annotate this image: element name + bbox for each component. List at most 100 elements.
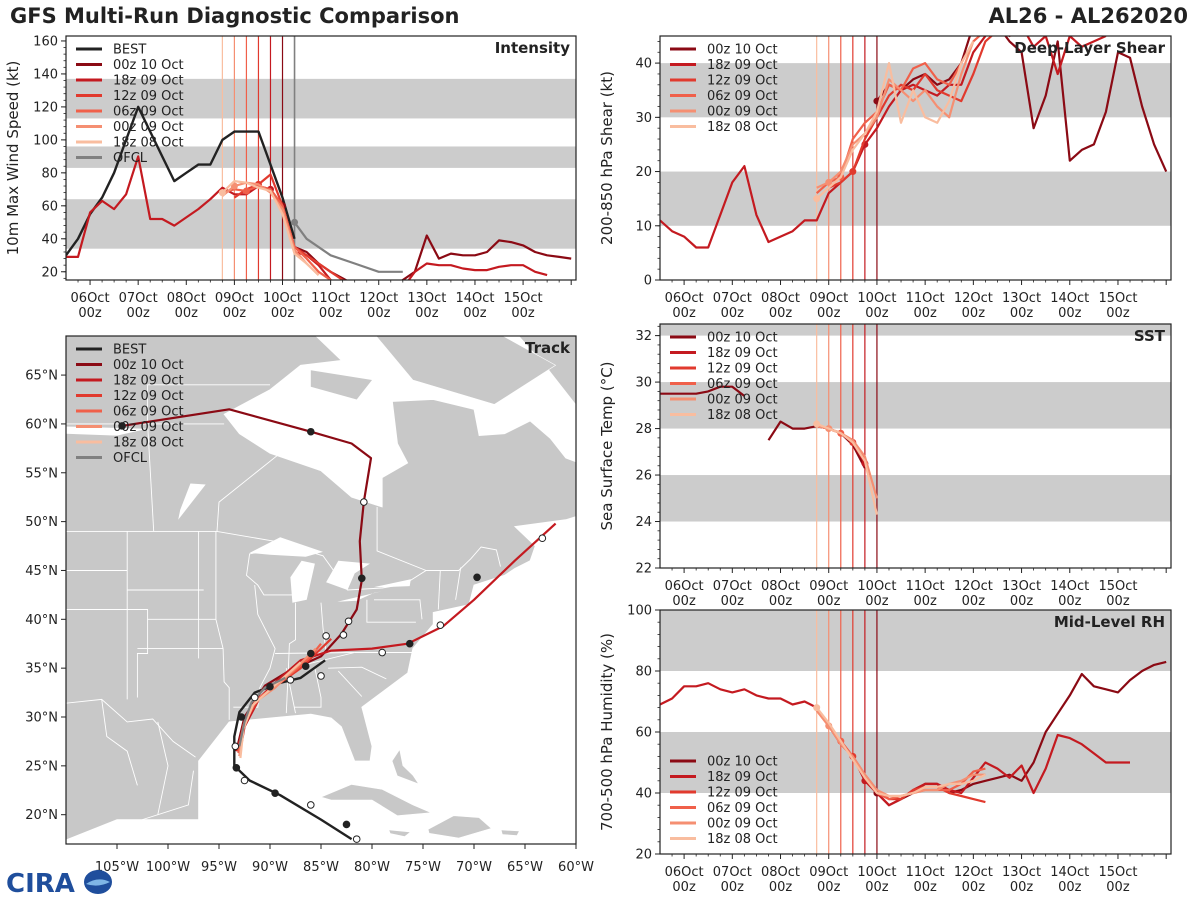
intensity-xtick-hour: 00z: [223, 306, 247, 321]
intensity-xtick-day: 13Oct: [407, 291, 446, 306]
province-boundary: [147, 423, 155, 532]
track-lat-label: 35°N: [25, 662, 58, 677]
sst-xtick-day: 12Oct: [954, 579, 993, 594]
intensity-xtick-hour: 00z: [367, 306, 391, 321]
greenland-land: [519, 336, 576, 405]
shear-series-18z-08-oct: [815, 40, 975, 200]
rh-xtick-hour: 00z: [1106, 880, 1130, 895]
rh-plot-area: [660, 610, 1171, 854]
rh-ylabel: 700-500 hPa Humidity (%): [598, 633, 616, 831]
intensity-threshold-band: [66, 199, 576, 249]
rh-xtick-hour: 00z: [817, 880, 841, 895]
track-position-marker: [436, 621, 445, 629]
state-boundary: [328, 666, 387, 680]
sst-xtick-hour: 00z: [769, 594, 793, 609]
track-position-marker: [250, 693, 259, 702]
track-lat-label: 60°N: [25, 417, 58, 432]
track-position-marker: [231, 742, 240, 751]
track-position-marker: [271, 789, 279, 798]
state-boundary: [366, 599, 416, 623]
sst-ytick-label: 28: [635, 422, 652, 437]
track-position-marker: [266, 682, 274, 691]
rh-xtick-hour: 00z: [721, 880, 745, 895]
sst-ytick-label: 30: [635, 376, 652, 391]
lake-water: [374, 579, 411, 588]
rh-xtick-day: 07Oct: [713, 865, 752, 880]
rh-xtick-day: 08Oct: [761, 865, 800, 880]
lake-water: [290, 560, 315, 603]
rh-legend-label: 12z 09 Oct: [707, 786, 778, 801]
sst-series-18z-08-oct: [816, 422, 878, 515]
rh-xtick-hour: 00z: [1010, 880, 1034, 895]
shear-xtick-day: 06Oct: [665, 291, 704, 306]
track-lon-label: 65°W: [507, 860, 543, 875]
shear-legend-label: 18z 08 Oct: [707, 120, 778, 135]
us-mexico-border: [66, 698, 196, 758]
track-legend-label: OFCL: [113, 451, 148, 466]
track-position-marker: [322, 632, 330, 640]
intensity-xtick-day: 15Oct: [504, 291, 543, 306]
track-position-marker: [317, 672, 325, 680]
lake-water: [0, 400, 15, 416]
sst-xtick-day: 10Oct: [857, 579, 896, 594]
track-position-marker: [232, 764, 241, 772]
track-position-marker: [538, 534, 547, 543]
intensity-ylabel: 10m Max Wind Speed (kt): [4, 61, 22, 256]
sst-xtick-hour: 00z: [913, 594, 937, 609]
mexico-state-boundary: [157, 721, 169, 815]
cira-logo-text: CIRA: [6, 869, 75, 898]
track-legend-label: 00z 10 Oct: [113, 358, 184, 373]
shear-series-00z-09-oct: [816, 41, 975, 189]
shear-ytick-label: 10: [635, 219, 652, 234]
shear-xtick-hour: 00z: [721, 306, 745, 321]
rh-xtick-day: 12Oct: [954, 865, 993, 880]
state-boundary: [337, 670, 363, 697]
sst-init-point: [813, 420, 821, 428]
sst-panel: 22242628303206Oct00z07Oct00z08Oct00z09Oc…: [598, 323, 1172, 609]
track-lon-label: 70°W: [456, 860, 492, 875]
shear-ytick-label: 20: [635, 165, 652, 180]
shear-legend-label: 00z 09 Oct: [707, 105, 778, 120]
state-boundary: [246, 550, 293, 596]
state-boundary: [66, 609, 216, 620]
track-lat-label: 55°N: [25, 466, 58, 481]
intensity-legend-label: 00z 10 Oct: [113, 58, 184, 73]
province-boundary: [216, 452, 281, 532]
rh-threshold-band: [660, 610, 1171, 671]
sst-xtick-hour: 00z: [817, 594, 841, 609]
jamaica-land: [389, 830, 410, 837]
rh-legend-label: 00z 10 Oct: [707, 755, 778, 770]
page-title: GFS Multi-Run Diagnostic Comparison: [10, 4, 460, 28]
shear-xtick-day: 09Oct: [809, 291, 848, 306]
rh-series-18z-08-oct: [815, 706, 986, 798]
shear-plot-area: [660, 36, 1171, 280]
rh-init-point: [813, 704, 821, 712]
sst-xtick-hour: 00z: [1106, 594, 1130, 609]
track-lon-label: 95°W: [201, 860, 237, 875]
sst-frame: [659, 323, 1172, 569]
rh-xtick-hour: 00z: [1058, 880, 1082, 895]
rh-title: Mid-Level RH: [1054, 613, 1165, 631]
rh-panel: 2040608010006Oct00z07Oct00z08Oct00z09Oct…: [598, 604, 1172, 895]
track-legend-label: BEST: [113, 343, 146, 358]
intensity-ytick-label: 100: [33, 133, 58, 148]
shear-xtick-day: 13Oct: [1002, 291, 1041, 306]
bahamas-land: [392, 750, 418, 784]
intensity-xtick-hour: 00z: [463, 306, 487, 321]
track-position-marker: [307, 649, 315, 658]
track-map-area: [0, 336, 576, 844]
intensity-xtick-hour: 00z: [126, 306, 150, 321]
sst-xtick-day: 11Oct: [906, 579, 945, 594]
province-boundary: [147, 384, 270, 424]
sst-ytick-label: 22: [635, 562, 652, 577]
shear-xtick-hour: 00z: [913, 306, 937, 321]
sst-xtick-day: 09Oct: [809, 579, 848, 594]
shear-xtick-hour: 00z: [672, 306, 696, 321]
track-position-marker: [344, 617, 353, 626]
state-boundary: [215, 531, 230, 720]
track-lon-label: 80°W: [354, 860, 390, 875]
lake-water: [66, 426, 148, 436]
intensity-xtick-hour: 00z: [271, 306, 295, 321]
intensity-xtick-day: 09Oct: [215, 291, 254, 306]
